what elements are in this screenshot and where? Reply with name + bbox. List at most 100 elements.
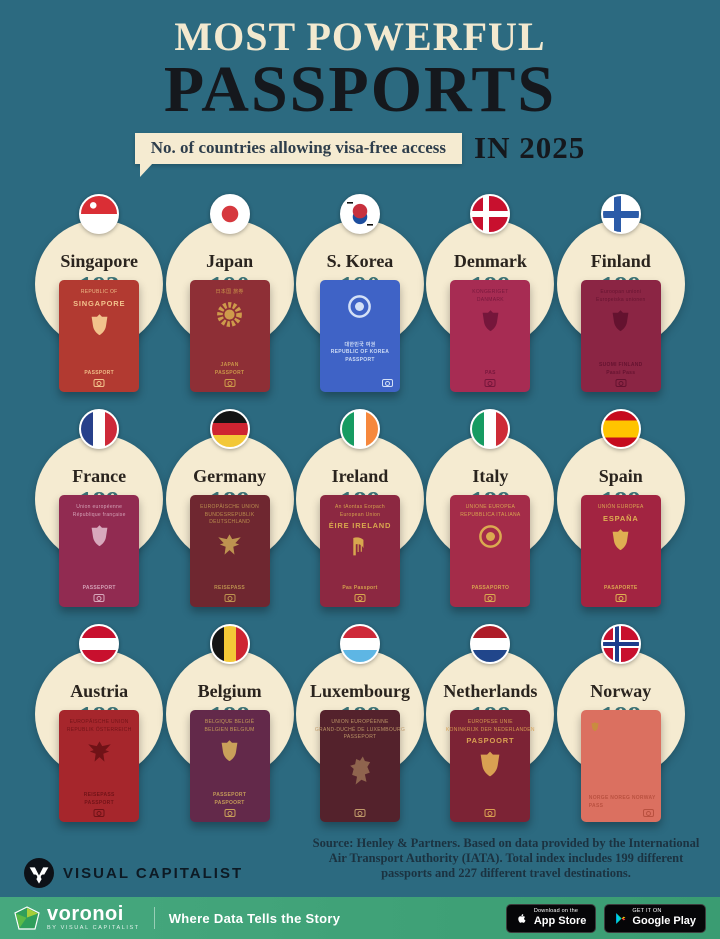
passport-emblem-icon: [216, 531, 243, 558]
passport-footer-text: SUOMI FINLAND Passi Pass: [584, 362, 658, 377]
passport-text-line: PASSEPORT: [82, 584, 116, 591]
country-name: France: [72, 466, 127, 486]
passport-header-text: REPUBLIC OF: [81, 289, 118, 297]
country-name: Belgium: [197, 681, 262, 701]
country-flag-icon: [600, 194, 641, 234]
passport-emblem-icon: [346, 293, 373, 320]
passport-cover: NORGE NOREG NORWAY PASS: [580, 710, 661, 822]
country-flag-icon: [209, 409, 250, 449]
visual-capitalist-wordmark: VISUAL CAPITALIST: [63, 864, 244, 882]
biometric-chip-icon: [354, 809, 366, 817]
passport-text-line: European Union: [339, 511, 381, 518]
country-name: Ireland: [331, 466, 389, 486]
app-store-badge-top: Download on the: [533, 908, 579, 915]
passport-header-text: Euroopan unioni Europeiska unionen: [596, 289, 646, 304]
passport-footer-text: REISEPASS: [193, 585, 267, 593]
passport-card: Luxembourg 188 UNION EUROPÉENNEGRAND-DUC…: [295, 624, 425, 839]
passport-text-line: Pas Passport: [342, 584, 378, 591]
passport-text-line: DANMARK: [476, 296, 504, 303]
passport-footer-text: 대한민국 여권 REPUBLIC OF KOREA PASSPORT: [323, 342, 397, 365]
passport-text-line: REPUBLIC OF KOREA: [330, 349, 390, 355]
passport-emblem-icon: [86, 738, 113, 765]
passport-text-line: PASSEPORT: [213, 792, 247, 798]
country-flag-icon: [209, 194, 250, 234]
passport-emblem-icon: [607, 527, 634, 554]
passport-cover: 대한민국 여권 REPUBLIC OF KOREA PASSPORT: [319, 280, 400, 392]
passport-text-line: PASSPORT: [84, 799, 114, 806]
passport-header-text: UNION EUROPÉENNE GRAND-DUCHÉ DE LUXEMBOUR…: [315, 719, 405, 742]
passport-cover: An tAontas Eorpach European Union ÉIRE IR…: [319, 495, 400, 607]
voronoi-sub-wordmark: BY VISUAL CAPITALIST: [47, 925, 140, 932]
country-name: Japan: [206, 251, 254, 271]
passport-text-line: KONINKRIJK DER NEDERLANDEN: [445, 726, 535, 733]
country-name: Denmark: [453, 251, 527, 271]
passport-header-text: EUROPÄISCHE UNION BUNDESREPUBLIK DEUTSCHLA…: [200, 504, 259, 527]
passport-header-text: Union européenne République française: [73, 504, 126, 519]
biometric-chip-icon: [642, 809, 654, 817]
passport-text-line: An tAontas Eorpach: [335, 504, 385, 510]
country-flag-icon: [79, 624, 120, 664]
passport-emblem-icon: [346, 534, 373, 561]
passport-text-line: REPUBLIK ÖSTERREICH: [66, 726, 132, 733]
country-name: Luxembourg: [309, 681, 410, 701]
store-badges: Download on the App Store GET IT ON Goog…: [505, 903, 706, 933]
passport-text-line: BUNDESREPUBLIK: [204, 511, 255, 518]
passport-cover: EUROPESE UNIE KONINKRIJK DER NEDERLANDEN …: [446, 710, 535, 822]
passport-cover: UNIONE EUROPEA REPUBBLICA ITALIANA PASSAP…: [450, 495, 531, 607]
passport-text-line: REPUBBLICA ITALIANA: [460, 511, 521, 518]
passport-header-text: UNIONE EUROPEA REPUBBLICA ITALIANA: [460, 504, 520, 519]
passport-text-line: Union européenne: [76, 504, 123, 510]
passport-footer-text: PAS: [453, 370, 527, 378]
passport-emblem-icon: [216, 301, 243, 328]
passport-footer-text: PASSEPORT PASPOORT: [193, 792, 267, 807]
passport-cover: 日本国 旅券 JAPAN PASSPORT: [189, 280, 270, 392]
country-name: Austria: [70, 681, 129, 701]
biometric-chip-icon: [93, 809, 105, 817]
voronoi-icon: [14, 906, 40, 930]
country-flag-icon: [470, 409, 511, 449]
passport-text-line: EUROPÄISCHE UNION: [200, 504, 260, 510]
passport-cover: BELGIQUE BELGIË BELGIEN BELGIUM PASSEPORT…: [189, 710, 270, 822]
year-label: IN 2025: [474, 130, 586, 166]
passport-emblem-icon: [86, 523, 113, 550]
google-play-icon: [616, 912, 626, 924]
passport-emblem-icon: [477, 523, 504, 550]
passport-footer-text: Pas Passport: [323, 585, 397, 593]
passport-text-line: REISEPASS: [83, 792, 115, 798]
visual-capitalist-logo: VISUAL CAPITALIST: [24, 858, 243, 888]
passport-text-line: République française: [72, 511, 126, 518]
passport-emblem-icon: [86, 312, 113, 339]
passport-cover: EUROPÄISCHE UNION REPUBLIK ÖSTERREICH REI…: [59, 710, 140, 822]
google-play-badge[interactable]: GET IT ON Google Play: [604, 903, 706, 933]
app-store-badge[interactable]: Download on the App Store: [505, 903, 597, 933]
passport-text-line: PASSPORT: [84, 369, 114, 376]
country-flag-icon: [600, 624, 641, 664]
biometric-chip-icon: [93, 594, 105, 602]
title-line1: MOST POWERFUL: [174, 14, 546, 59]
bar-divider: [153, 907, 155, 929]
passport-cover: KONGERIGET DANMARK PAS: [450, 280, 531, 392]
voronoi-logo: voronoi BY VISUAL CAPITALIST: [14, 904, 140, 932]
biometric-chip-icon: [224, 594, 236, 602]
country-flag-icon: [79, 409, 120, 449]
passport-cover: REPUBLIC OF SINGAPORE PASSPORT: [59, 280, 140, 392]
country-name: Norway: [590, 681, 652, 701]
biometric-chip-icon: [484, 379, 496, 387]
passport-text-line: 日本国 旅券: [215, 289, 244, 295]
passport-text-line: PASS: [588, 802, 604, 809]
passport-text-line: REPUBLIC OF: [80, 289, 118, 295]
header: MOST POWERFUL PASSPORTS No. of countries…: [0, 0, 720, 177]
passport-text-line: BELGIQUE BELGIË: [204, 719, 255, 725]
passport-emblem-icon: [474, 749, 506, 781]
passport-text-line: SUOMI FINLAND: [598, 362, 643, 368]
biometric-chip-icon: [224, 809, 236, 817]
passport-footer-text: PASSPORT: [62, 370, 136, 378]
passport-text-line: GRAND-DUCHÉ DE LUXEMBOURG: [314, 726, 406, 733]
visual-capitalist-icon: [24, 858, 54, 888]
passport-footer-text: PASSEPORT: [62, 585, 136, 593]
passport-emblem-icon: [216, 738, 243, 765]
